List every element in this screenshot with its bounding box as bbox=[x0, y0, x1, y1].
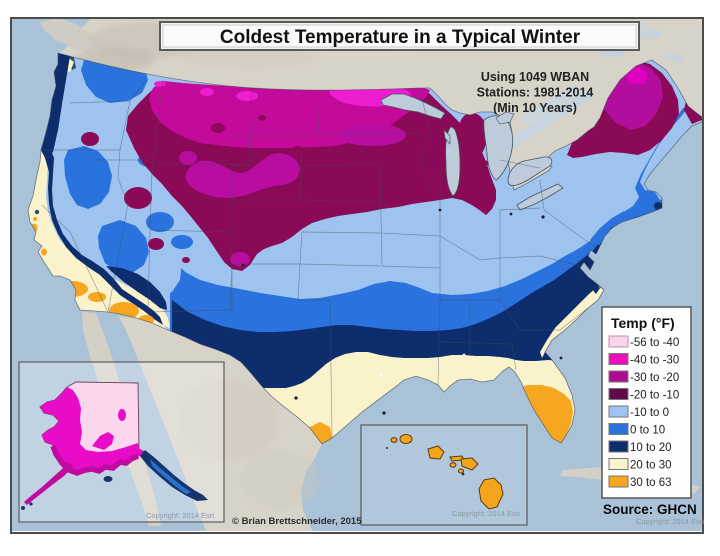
svg-text:-56 to -40: -56 to -40 bbox=[630, 337, 679, 349]
svg-text:Coldest Temperature in a Typic: Coldest Temperature in a Typical Winter bbox=[220, 27, 581, 48]
svg-text:Source: GHCN: Source: GHCN bbox=[603, 502, 697, 517]
svg-text:© Brian Brettschneider, 2015: © Brian Brettschneider, 2015 bbox=[232, 516, 362, 527]
svg-text:Copyright: 2014 Esri: Copyright: 2014 Esri bbox=[452, 509, 520, 518]
svg-text:30 to 63: 30 to 63 bbox=[630, 477, 672, 489]
svg-text:Stations: 1981-2014: Stations: 1981-2014 bbox=[477, 86, 594, 100]
svg-text:-30 to -20: -30 to -20 bbox=[630, 372, 679, 384]
svg-text:Copyright: 2014 Esri: Copyright: 2014 Esri bbox=[146, 511, 214, 520]
svg-text:Copyright: 2014 Esri: Copyright: 2014 Esri bbox=[636, 517, 704, 526]
svg-text:10 to 20: 10 to 20 bbox=[630, 442, 672, 454]
svg-text:(Min 10 Years): (Min 10 Years) bbox=[493, 101, 577, 115]
svg-text:-20 to -10: -20 to -10 bbox=[630, 390, 679, 402]
svg-text:20 to 30: 20 to 30 bbox=[630, 460, 672, 472]
svg-text:Using 1049 WBAN: Using 1049 WBAN bbox=[481, 70, 589, 84]
svg-text:-10 to 0: -10 to 0 bbox=[630, 407, 669, 419]
svg-text:0 to 10: 0 to 10 bbox=[630, 425, 665, 437]
svg-text:-40 to -30: -40 to -30 bbox=[630, 355, 679, 367]
svg-text:Temp (°F): Temp (°F) bbox=[611, 315, 675, 331]
